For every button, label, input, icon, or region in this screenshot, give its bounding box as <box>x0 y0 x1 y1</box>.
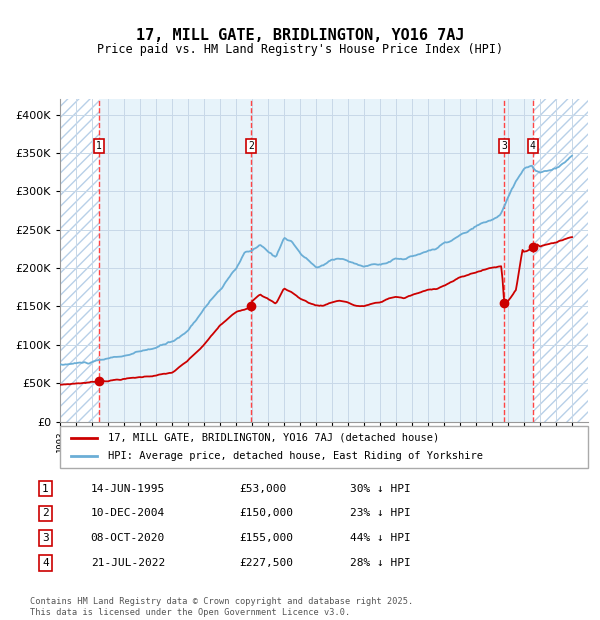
Text: 30% ↓ HPI: 30% ↓ HPI <box>350 484 411 494</box>
Text: £150,000: £150,000 <box>240 508 294 518</box>
Text: HPI: Average price, detached house, East Riding of Yorkshire: HPI: Average price, detached house, East… <box>107 451 482 461</box>
Text: £227,500: £227,500 <box>240 558 294 568</box>
Text: 21-JUL-2022: 21-JUL-2022 <box>91 558 165 568</box>
Text: 2: 2 <box>248 141 254 151</box>
Bar <box>251 99 505 422</box>
Text: £155,000: £155,000 <box>240 533 294 543</box>
Text: 10-DEC-2004: 10-DEC-2004 <box>91 508 165 518</box>
Text: Price paid vs. HM Land Registry's House Price Index (HPI): Price paid vs. HM Land Registry's House … <box>97 43 503 56</box>
Bar <box>60 99 99 422</box>
Text: 3: 3 <box>502 141 507 151</box>
Text: 4: 4 <box>42 558 49 568</box>
FancyBboxPatch shape <box>60 426 588 468</box>
Bar <box>60 99 99 422</box>
Text: 2: 2 <box>42 508 49 518</box>
Bar <box>505 99 533 422</box>
Bar <box>99 99 251 422</box>
Text: 3: 3 <box>42 533 49 543</box>
Bar <box>533 99 588 422</box>
Text: 1: 1 <box>96 141 102 151</box>
Text: 17, MILL GATE, BRIDLINGTON, YO16 7AJ (detached house): 17, MILL GATE, BRIDLINGTON, YO16 7AJ (de… <box>107 433 439 443</box>
Text: 17, MILL GATE, BRIDLINGTON, YO16 7AJ: 17, MILL GATE, BRIDLINGTON, YO16 7AJ <box>136 28 464 43</box>
Text: 14-JUN-1995: 14-JUN-1995 <box>91 484 165 494</box>
Text: 44% ↓ HPI: 44% ↓ HPI <box>350 533 411 543</box>
Text: £53,000: £53,000 <box>240 484 287 494</box>
Text: 08-OCT-2020: 08-OCT-2020 <box>91 533 165 543</box>
Text: 4: 4 <box>530 141 536 151</box>
Text: 23% ↓ HPI: 23% ↓ HPI <box>350 508 411 518</box>
Bar <box>533 99 588 422</box>
Text: 1: 1 <box>42 484 49 494</box>
Text: Contains HM Land Registry data © Crown copyright and database right 2025.
This d: Contains HM Land Registry data © Crown c… <box>30 598 413 617</box>
Text: 28% ↓ HPI: 28% ↓ HPI <box>350 558 411 568</box>
